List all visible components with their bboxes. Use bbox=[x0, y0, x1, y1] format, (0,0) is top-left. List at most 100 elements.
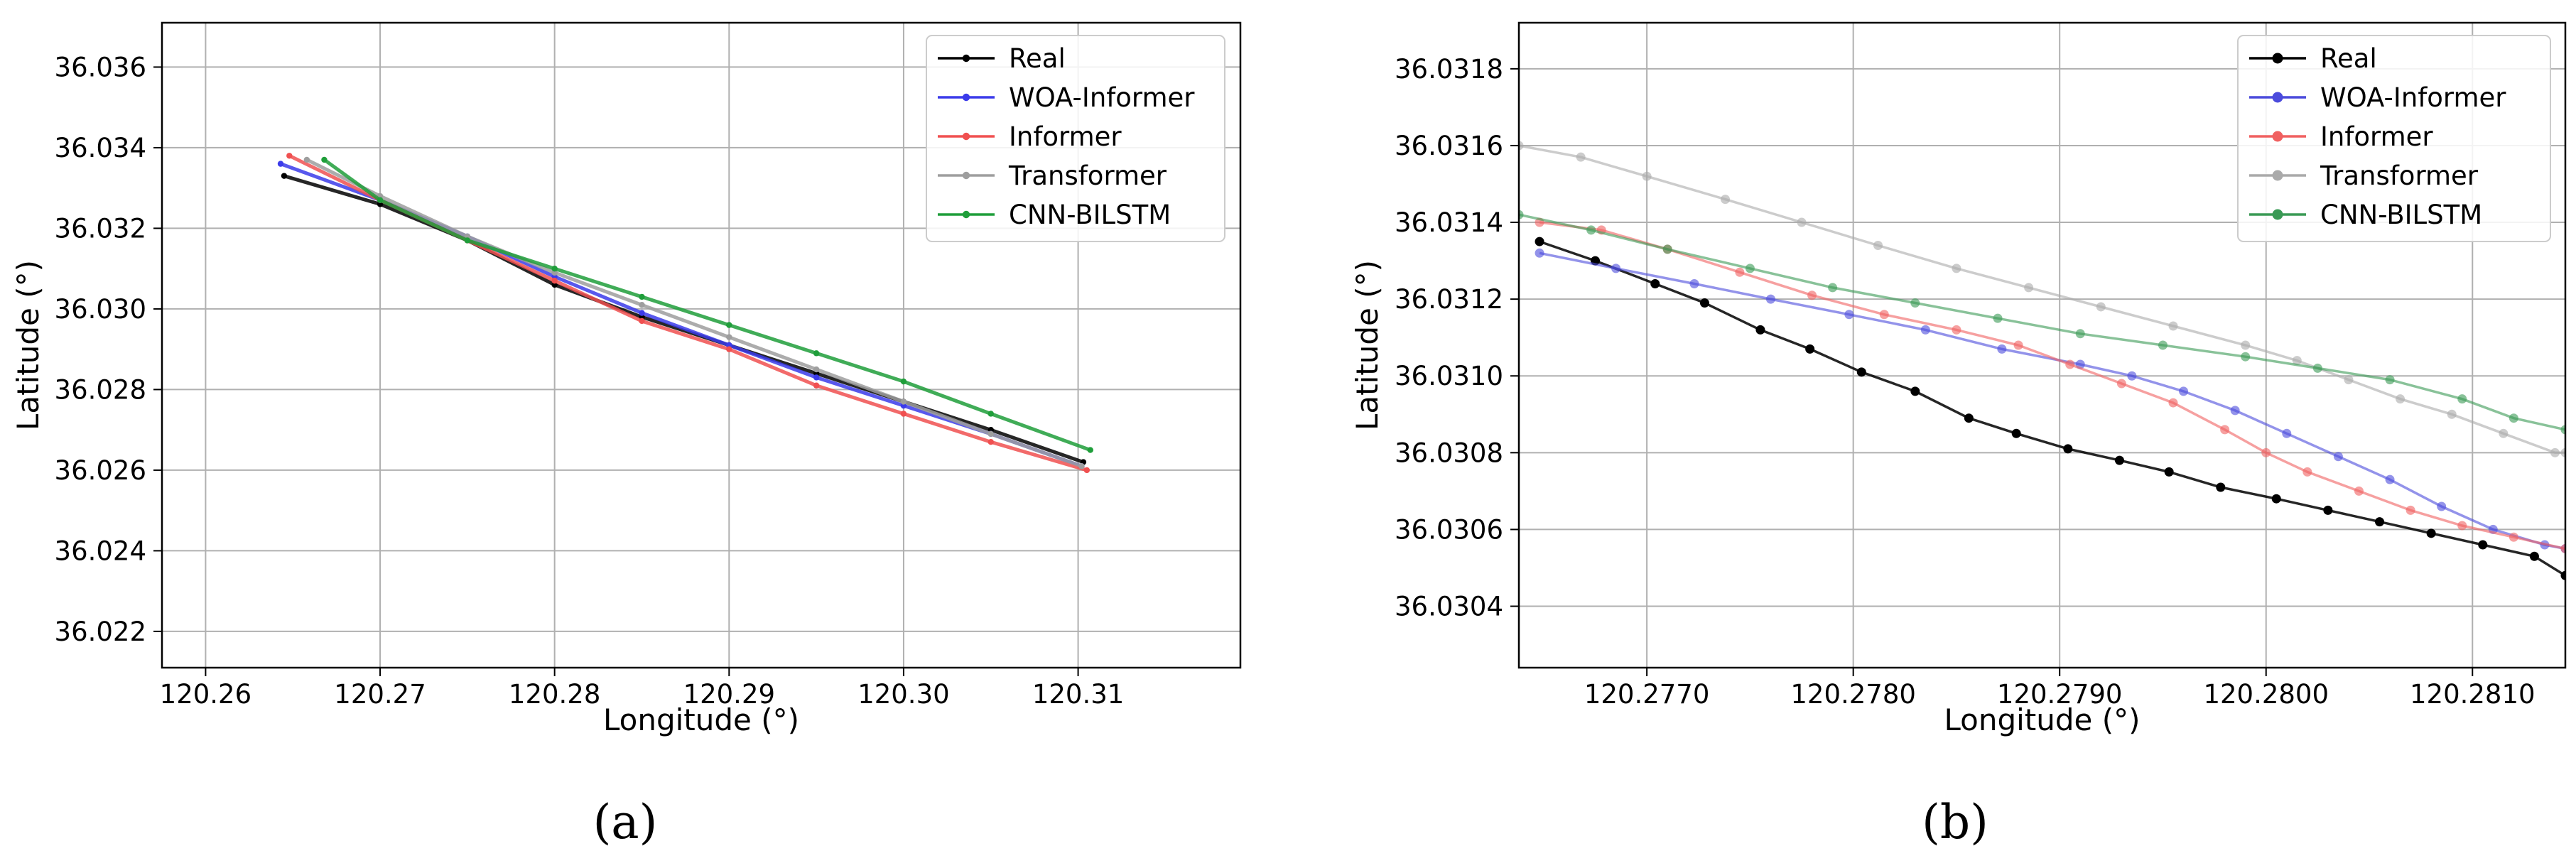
y-tick-label: 36.022 bbox=[55, 617, 146, 647]
data-point-real bbox=[1910, 386, 1920, 396]
data-point-transformer bbox=[2560, 447, 2565, 457]
legend-marker-real bbox=[2272, 53, 2283, 64]
y-axis-label: Latitude (°) bbox=[1350, 260, 1385, 430]
legend-marker-cnn-bilstm bbox=[2272, 209, 2283, 220]
legend-label-woa-informer: WOA-Informer bbox=[2320, 82, 2506, 113]
data-point-informer bbox=[900, 411, 907, 417]
legend-label-transformer: Transformer bbox=[2320, 161, 2479, 191]
data-point-transformer bbox=[987, 430, 994, 438]
legend-marker-woa-informer bbox=[962, 93, 970, 102]
panel-label: (a) bbox=[593, 795, 658, 850]
data-point-cnn-bilstm bbox=[1586, 225, 1596, 235]
y-tick-label: 36.026 bbox=[55, 455, 146, 486]
data-point-cnn-bilstm bbox=[1828, 283, 1838, 293]
data-point-transformer bbox=[900, 398, 907, 405]
data-point-woa-informer bbox=[2437, 501, 2447, 511]
legend: Real WOA-Informer Informer Transformer CNN-B… bbox=[2237, 35, 2551, 242]
series-group bbox=[1519, 141, 2565, 580]
data-point-cnn-bilstm bbox=[321, 156, 328, 163]
data-point-woa-informer bbox=[2333, 452, 2343, 462]
data-point-informer bbox=[1735, 267, 1745, 277]
data-point-transformer bbox=[303, 156, 310, 163]
legend-marker-woa-informer bbox=[2272, 92, 2283, 103]
data-point-cnn-bilstm bbox=[813, 350, 820, 357]
legend-label-informer: Informer bbox=[1009, 121, 1122, 152]
series-line-cnn-bilstm bbox=[323, 158, 1091, 452]
data-point-informer bbox=[1879, 310, 1889, 320]
data-point-cnn-bilstm bbox=[2241, 352, 2251, 362]
data-point-woa-informer bbox=[277, 161, 284, 167]
data-point-transformer bbox=[2292, 356, 2302, 366]
x-tick-label: 120.28 bbox=[509, 679, 600, 710]
data-point-cnn-bilstm bbox=[2312, 363, 2322, 373]
y-tick-label: 36.0308 bbox=[1395, 438, 1503, 468]
data-point-real bbox=[2271, 494, 2281, 504]
data-point-informer bbox=[2302, 467, 2312, 477]
data-point-transformer bbox=[1078, 463, 1085, 470]
legend-label-informer: Informer bbox=[2320, 121, 2433, 152]
x-tick-label: 120.26 bbox=[160, 679, 251, 710]
data-point-transformer bbox=[1721, 195, 1731, 205]
data-point-cnn-bilstm bbox=[2075, 329, 2085, 339]
data-point-cnn-bilstm bbox=[2385, 375, 2395, 385]
legend-label-real: Real bbox=[1009, 43, 1066, 74]
data-point-cnn-bilstm bbox=[1745, 264, 1755, 273]
x-axis-label: Longitude (°) bbox=[603, 702, 799, 737]
data-point-real bbox=[2560, 570, 2565, 580]
data-point-informer bbox=[2261, 447, 2271, 457]
data-point-transformer bbox=[1519, 141, 1524, 151]
data-point-cnn-bilstm bbox=[551, 265, 558, 272]
data-point-cnn-bilstm bbox=[2158, 340, 2168, 350]
data-point-real bbox=[2164, 467, 2174, 477]
data-point-transformer bbox=[1797, 217, 1807, 227]
series-line-woa-informer bbox=[1539, 251, 2565, 550]
x-tick-label: 120.2770 bbox=[1584, 679, 1710, 710]
data-point-real bbox=[2216, 482, 2226, 492]
y-tick-label: 36.036 bbox=[55, 52, 146, 82]
plot-frame bbox=[161, 21, 1242, 669]
legend-label-woa-informer: WOA-Informer bbox=[1009, 82, 1195, 113]
data-point-informer bbox=[286, 153, 293, 159]
data-point-informer bbox=[2116, 379, 2126, 389]
data-point-transformer bbox=[726, 334, 732, 340]
panel-b: 120.2770 120.2780 120.2790 120.2800 120.2810… bbox=[1350, 21, 2567, 850]
data-point-transformer bbox=[1642, 171, 1652, 181]
data-point-transformer bbox=[639, 302, 645, 308]
data-point-woa-informer bbox=[1765, 294, 1775, 304]
x-tick-label: 120.2780 bbox=[1790, 679, 1916, 710]
data-point-transformer bbox=[2447, 409, 2457, 419]
data-point-transformer bbox=[2550, 447, 2560, 457]
data-point-real bbox=[2011, 428, 2021, 438]
x-tick-label: 120.2800 bbox=[2203, 679, 2329, 710]
data-point-informer bbox=[2168, 398, 2178, 408]
x-axis-label: Longitude (°) bbox=[1944, 702, 2140, 737]
data-point-informer bbox=[2354, 486, 2364, 496]
y-tick-label: 36.024 bbox=[55, 536, 146, 566]
series-line-transformer bbox=[1519, 144, 2565, 455]
data-point-real bbox=[1535, 237, 1544, 246]
y-tick-label: 36.0316 bbox=[1395, 131, 1503, 161]
panel-a: 120.26 120.27 120.28 120.29 120.30 120.31 36.0… bbox=[11, 21, 1242, 850]
data-point-transformer bbox=[2024, 283, 2034, 293]
data-point-woa-informer bbox=[2127, 371, 2137, 381]
data-point-woa-informer bbox=[2230, 406, 2240, 416]
y-tick-label: 36.034 bbox=[55, 133, 146, 163]
data-point-real bbox=[2375, 517, 2385, 527]
data-point-cnn-bilstm bbox=[1662, 244, 1672, 254]
x-tick-label: 120.29 bbox=[683, 679, 775, 710]
data-point-informer bbox=[726, 346, 732, 352]
series-line-cnn-bilstm bbox=[1519, 213, 2565, 431]
data-point-cnn-bilstm bbox=[987, 411, 994, 417]
y-tick-label: 36.032 bbox=[55, 213, 146, 244]
data-point-woa-informer bbox=[1535, 248, 1544, 258]
legend-label-cnn-bilstm: CNN-BILSTM bbox=[1009, 200, 1171, 230]
data-point-informer bbox=[2065, 359, 2075, 369]
y-tick-label: 36.0312 bbox=[1395, 284, 1503, 315]
data-point-real bbox=[2478, 540, 2488, 550]
data-point-cnn-bilstm bbox=[464, 237, 471, 244]
legend-marker-real bbox=[962, 54, 970, 63]
data-point-informer bbox=[1807, 291, 1817, 300]
data-point-informer bbox=[2560, 543, 2565, 553]
data-point-informer bbox=[551, 278, 558, 284]
